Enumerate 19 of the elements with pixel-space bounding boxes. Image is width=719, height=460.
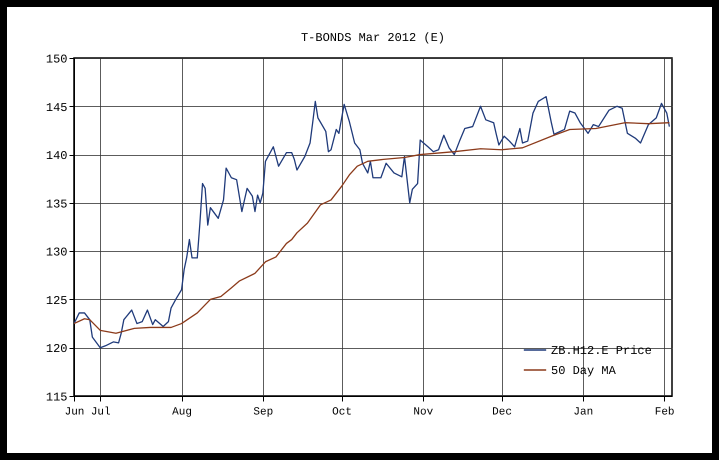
x-tick-label: Nov	[413, 406, 434, 418]
x-tick-label: Oct	[332, 406, 352, 418]
y-tick-label: 120	[46, 342, 68, 356]
x-tick-label: Jan	[573, 406, 594, 418]
y-tick-label: 130	[46, 246, 68, 260]
x-tick-label: Dec	[492, 406, 512, 418]
x-tick-label: Feb	[654, 406, 675, 418]
chart-title: T-BONDS Mar 2012 (E)	[300, 31, 446, 45]
y-tick-label: 140	[46, 149, 68, 164]
line-series	[74, 122, 670, 334]
x-tick-label: Jun	[64, 406, 84, 418]
y-tick-label: 145	[46, 100, 68, 115]
y-tick-label: 125	[46, 294, 68, 308]
x-tick-label: Aug	[172, 406, 192, 418]
x-tick-label: Jul	[90, 406, 111, 418]
y-tick-label: 115	[46, 390, 68, 404]
x-tick-label: Sep	[253, 406, 274, 418]
y-tick-label: 135	[46, 197, 68, 212]
y-tick-label: 150	[46, 52, 68, 66]
